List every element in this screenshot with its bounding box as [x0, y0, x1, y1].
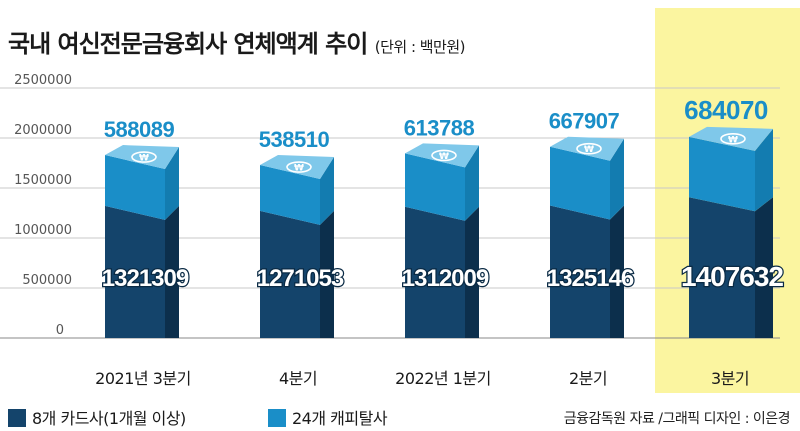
won-symbol: ₩ [728, 135, 738, 145]
x-category-label: 2분기 [569, 369, 607, 388]
source-credit: 금융감독원 자료 /그래픽 디자인 : 이은경 [563, 411, 791, 427]
bar-card-side [165, 205, 179, 338]
bar-capital-side [610, 138, 624, 220]
legend-label-capital: 24개 캐피탈사 [292, 409, 388, 428]
won-symbol: ₩ [439, 152, 449, 162]
banknote-mark [720, 133, 746, 145]
y-tick-label: 2000000 [14, 123, 72, 138]
won-symbol: ₩ [584, 145, 594, 155]
bar-capital-top [550, 136, 624, 161]
value-label-card: 1312009 [402, 265, 489, 292]
value-label-card: 1271053 [257, 265, 344, 292]
bar-card-front [105, 205, 165, 338]
value-label-capital: 684070 [684, 95, 768, 125]
bar-capital-side [465, 145, 479, 221]
bar-capital-side [320, 157, 334, 225]
bar-card-front [260, 210, 320, 338]
value-label-capital: 538510 [259, 127, 330, 152]
bar-card-side [465, 206, 479, 338]
y-tick-label: 500000 [22, 273, 72, 288]
banknote-mark [576, 142, 602, 155]
chart-title: 국내 여신전문금융회사 연체액계 추이 (단위 : 백만원) [8, 24, 466, 59]
title-text: 국내 여신전문금융회사 연체액계 추이 [8, 30, 368, 58]
y-tick-label: 0 [56, 323, 64, 338]
bar-card-front [405, 206, 465, 338]
value-label-capital: 613788 [404, 115, 475, 140]
bar-card-side [755, 197, 773, 338]
y-tick-label: 1000000 [14, 223, 72, 238]
value-label-card: 1407632 [681, 261, 783, 292]
bar-capital-front [405, 153, 465, 221]
legend-swatch-capital [268, 409, 286, 427]
won-symbol: ₩ [139, 154, 149, 164]
value-label-card: 1325146 [547, 265, 634, 292]
legend-swatch-card [8, 409, 26, 427]
x-category-label: 4분기 [279, 369, 317, 388]
bar-card-front [689, 197, 755, 338]
bar-capital-front [260, 165, 320, 225]
x-category-label: 2021년 3분기 [95, 369, 191, 388]
value-label-card: 1321309 [102, 265, 189, 292]
bar-capital-top [689, 126, 773, 151]
bar-card-front [550, 205, 610, 338]
bar-card-side [320, 210, 334, 338]
bar-capital-side [755, 128, 773, 212]
bar-card-side [610, 205, 624, 338]
legend-label-card: 8개 카드사(1개월 이상) [32, 409, 186, 428]
banknote-mark [286, 161, 312, 173]
banknote-mark [431, 149, 457, 162]
won-symbol: ₩ [294, 164, 304, 174]
bar-capital-front [689, 136, 755, 212]
value-label-capital: 667907 [549, 109, 620, 134]
bar-capital-top [105, 145, 179, 170]
y-tick-label: 2500000 [14, 73, 72, 88]
bar-capital-front [550, 146, 610, 220]
bar-capital-side [165, 147, 179, 220]
legend-item-card: 8개 카드사(1개월 이상) [8, 405, 186, 429]
legend-item-capital: 24개 캐피탈사 [268, 405, 388, 429]
y-tick-label: 1500000 [14, 173, 72, 188]
banknote-mark [131, 151, 157, 163]
unit-label: (단위 : 백만원) [374, 38, 466, 56]
bar-capital-front [105, 155, 165, 220]
bar-capital-top [405, 143, 479, 168]
bar-capital-top [260, 155, 334, 180]
value-label-capital: 588089 [104, 117, 175, 142]
x-category-label: 2022년 1분기 [395, 369, 491, 388]
x-category-label: 3분기 [711, 369, 749, 388]
